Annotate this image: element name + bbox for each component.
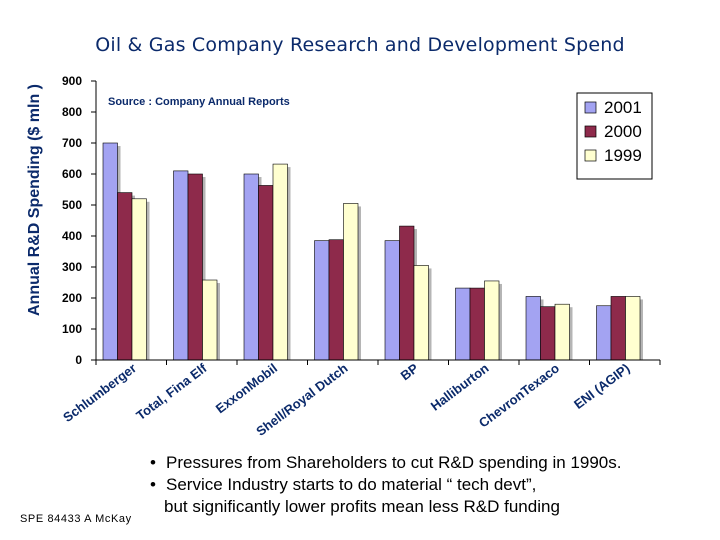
bullet-item: but significantly lower profits mean les… <box>164 496 621 518</box>
bar-2000-0 <box>117 192 133 361</box>
bar-2000-7 <box>610 296 626 361</box>
bar-2001-7 <box>596 305 612 361</box>
bullet-icon: • <box>150 453 156 472</box>
x-category-label: Halliburton <box>428 360 492 413</box>
y-tick-label: 300 <box>62 260 82 274</box>
bar-2000-3 <box>328 239 344 361</box>
bar-2001-5 <box>455 287 471 361</box>
legend-swatch-1999 <box>584 149 597 162</box>
bar-2001-6 <box>525 296 541 361</box>
x-category-label: BP <box>398 360 422 383</box>
bar-1999-2 <box>272 163 288 361</box>
bar-2001-2 <box>243 173 259 361</box>
legend-label-1999: 1999 <box>604 146 642 165</box>
x-category-label: Schlumberger <box>60 360 139 425</box>
y-tick-label: 900 <box>62 74 82 88</box>
bar-2000-5 <box>469 287 485 361</box>
y-tick-label: 500 <box>62 198 82 212</box>
x-category-label: ENI (AGIP) <box>571 360 633 412</box>
bar-1999-3 <box>343 203 359 361</box>
bullet-list: • Pressures from Shareholders to cut R&D … <box>150 452 621 518</box>
bar-1999-4 <box>413 265 429 361</box>
legend-label-2001: 2001 <box>604 98 642 117</box>
bar-1999-5 <box>484 280 500 361</box>
bar-2000-4 <box>399 225 415 361</box>
bullet-text: Service Industry starts to do material “… <box>166 475 537 494</box>
page-title: Oil & Gas Company Research and Developme… <box>95 34 625 56</box>
bar-1999-0 <box>131 198 147 361</box>
bullet-icon: • <box>150 475 156 494</box>
y-tick-label: 0 <box>75 353 82 367</box>
bar-2000-6 <box>540 306 556 361</box>
y-tick-label: 400 <box>62 229 82 243</box>
y-tick-label: 800 <box>62 105 82 119</box>
legend-swatch-2000 <box>584 125 597 138</box>
bar-2000-2 <box>258 185 274 361</box>
bullet-item: • Service Industry starts to do material … <box>150 474 621 496</box>
footer-reference: SPE 84433 A McKay <box>20 513 132 525</box>
bar-2001-0 <box>102 142 118 361</box>
bar-2001-1 <box>173 170 189 361</box>
bar-1999-7 <box>625 296 641 361</box>
y-axis-title: Annual R&D Spending ($ mln ) <box>26 84 43 316</box>
legend-label-2000: 2000 <box>604 122 642 141</box>
source-annotation: Source : Company Annual Reports <box>108 96 290 108</box>
legend-swatch-2001 <box>584 101 597 114</box>
x-category-label: ExxonMobil <box>213 360 280 416</box>
y-tick-label: 100 <box>62 322 82 336</box>
x-category-label: Total, Fina Elf <box>133 360 210 423</box>
y-tick-label: 200 <box>62 291 82 305</box>
bar-2000-1 <box>187 173 203 361</box>
y-tick-label: 700 <box>62 136 82 150</box>
bar-1999-1 <box>202 279 218 361</box>
bar-2001-3 <box>314 240 330 361</box>
bar-2001-4 <box>384 240 400 361</box>
bullet-text: Pressures from Shareholders to cut R&D s… <box>166 453 622 472</box>
bullet-text: but significantly lower profits mean les… <box>164 497 560 516</box>
bullet-item: • Pressures from Shareholders to cut R&D … <box>150 452 621 474</box>
y-tick-label: 600 <box>62 167 82 181</box>
bar-1999-6 <box>554 303 570 361</box>
